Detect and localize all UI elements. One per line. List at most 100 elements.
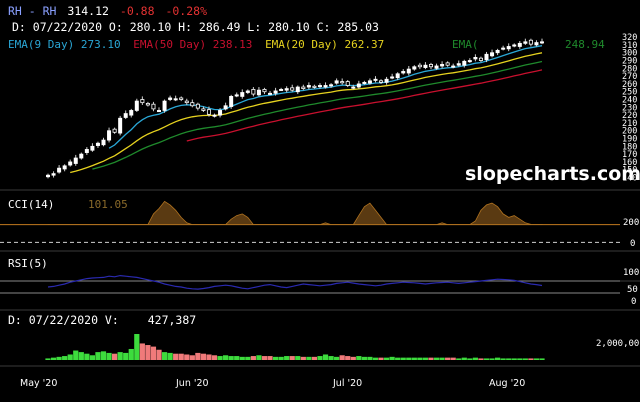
volume-bar [250, 356, 256, 360]
volume-bar [439, 357, 445, 360]
volume-bar [467, 358, 473, 360]
volume-bar [45, 358, 51, 360]
ema-50-label: EMA(50 Day) 238.13 [133, 38, 252, 51]
candle-body [112, 128, 117, 133]
candle-body [329, 84, 334, 87]
candle-body [57, 167, 62, 173]
candle-body [95, 142, 100, 146]
volume-bar [245, 356, 251, 360]
volume-bar [478, 358, 484, 360]
volume-bar [383, 357, 390, 360]
volume-bar [350, 356, 356, 360]
volume-bar [450, 357, 456, 360]
volume-bar [317, 356, 323, 360]
candle-body [73, 157, 78, 164]
candle-body [157, 110, 162, 113]
candle-body [384, 78, 389, 83]
volume-bar [389, 356, 395, 360]
volume-bar [334, 356, 340, 360]
candle-body [140, 99, 145, 104]
candle-body [179, 97, 184, 100]
price-change: -0.88 [120, 4, 155, 18]
volume-bar [411, 357, 417, 360]
volume-bar [73, 350, 79, 360]
volume-bar [234, 356, 240, 360]
candle-body [312, 85, 317, 88]
volume-bar [506, 358, 512, 360]
candle-body [345, 81, 350, 86]
candle-body [151, 103, 156, 110]
candle-body [379, 80, 384, 83]
volume-bar [445, 357, 451, 360]
volume-bar [372, 357, 379, 360]
candle-body [417, 64, 422, 68]
candle-body [395, 73, 400, 79]
price-tick: 150 [622, 166, 637, 176]
price-tick: 140 [622, 174, 637, 184]
candle-body [473, 57, 478, 60]
volume-bar [494, 357, 501, 360]
volume-bar [206, 354, 212, 360]
candle-body [262, 88, 267, 93]
candle-body [290, 87, 295, 91]
ema-50-line [186, 69, 543, 142]
price-tick: 280 [622, 64, 637, 74]
volume-bar [139, 343, 145, 360]
volume-bar [256, 355, 262, 360]
candle-body [256, 89, 261, 96]
price-tick: 180 [622, 142, 637, 152]
candle-body [440, 64, 445, 67]
candle-body [534, 42, 539, 46]
volume-bar [134, 334, 140, 360]
price-tick: 220 [622, 111, 637, 121]
candle-body [428, 64, 433, 68]
candle-body [356, 83, 361, 88]
candle-body [490, 52, 495, 57]
candle-body [84, 149, 89, 153]
price-tick: 290 [622, 57, 637, 67]
volume-bar [156, 349, 162, 360]
volume-bar [189, 355, 195, 360]
candle-body [168, 97, 173, 100]
volume-bar [472, 357, 478, 360]
candle-body [184, 100, 189, 104]
rsi-label: RSI(5) [8, 257, 48, 270]
rsi-tick-50: 50 [627, 285, 638, 295]
candle-body [334, 80, 339, 84]
candle-body [134, 100, 139, 111]
candle-body [295, 86, 300, 93]
candle-body [251, 88, 256, 95]
candle-body [478, 57, 483, 61]
candle-body [367, 80, 372, 84]
price-tick: 250 [622, 88, 637, 98]
candle-body [195, 103, 200, 109]
volume-bar [62, 356, 68, 360]
candle-body [445, 62, 450, 66]
volume-bar [339, 355, 345, 360]
candles [46, 38, 545, 179]
cci-area [47, 200, 543, 226]
ema-green-label: EMA( [452, 38, 479, 51]
candle-body [467, 60, 472, 63]
candle-body [306, 85, 311, 88]
volume-bar [295, 356, 301, 360]
candle-body [412, 66, 417, 70]
volume-bar [128, 348, 134, 360]
volume-bar [173, 353, 179, 360]
candle-body [223, 105, 228, 110]
ema-20-line [70, 52, 543, 174]
volume-bar [528, 358, 534, 360]
x-label-jun: Jun '20 [175, 378, 209, 389]
volume-bar [145, 345, 151, 360]
volume-bar [117, 352, 123, 360]
price-axis: 3203103002902802702602502402302202102001… [622, 33, 637, 183]
volume-bar [184, 354, 190, 360]
candle-body [517, 42, 522, 47]
candle-body [434, 65, 439, 69]
volume-bar [395, 357, 401, 360]
volume-bar [289, 356, 295, 360]
volume-bar [95, 352, 101, 360]
volume-bar [261, 356, 268, 360]
